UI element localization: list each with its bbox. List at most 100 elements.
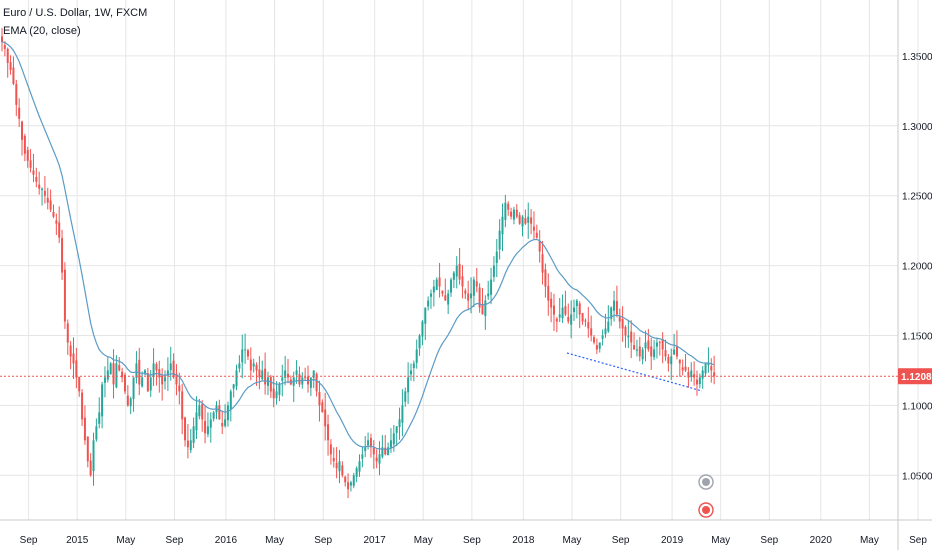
candle-body [707, 363, 710, 366]
candle-body [575, 300, 578, 307]
candle-body [275, 391, 278, 399]
candle-body [152, 363, 155, 378]
candle-body [329, 444, 332, 455]
candle-body [81, 392, 84, 420]
candle-body [295, 370, 298, 375]
candle-body [335, 462, 338, 469]
candle-body [675, 346, 678, 357]
x-tick-label: Sep [20, 535, 38, 546]
candle-body [226, 405, 229, 421]
candle-body [450, 279, 453, 293]
candle-body [378, 454, 381, 464]
x-tick-label: 2019 [661, 535, 684, 546]
candle-body [615, 301, 618, 315]
candle-body [495, 251, 498, 263]
candle-body [101, 384, 104, 417]
candle-body [149, 377, 152, 391]
candle-body [604, 328, 607, 335]
y-tick-label: 1.05000 [902, 471, 932, 482]
candle-body [358, 461, 361, 472]
candle-body [655, 342, 658, 347]
candle-body [69, 345, 72, 357]
candle-body [561, 307, 564, 319]
candle-body [573, 307, 575, 312]
last-price-label: 1.12085 [901, 372, 932, 383]
candle-body [650, 346, 653, 357]
candle-body [558, 314, 561, 318]
candle-body [624, 326, 627, 336]
candle-body [409, 370, 412, 375]
candle-body [135, 363, 138, 378]
candle-body [527, 216, 530, 223]
candle-body [544, 269, 547, 287]
event-icon-dot [702, 478, 710, 486]
candle-body [673, 349, 676, 355]
candle-body [352, 475, 355, 486]
candle-body [504, 202, 507, 220]
candle-body [78, 376, 81, 392]
candle-body [252, 363, 255, 367]
candle-body [661, 338, 664, 350]
y-tick-label: 1.25000 [902, 192, 932, 203]
candle-body [109, 363, 112, 375]
candle-body [89, 460, 92, 476]
candle-body [467, 293, 470, 301]
candle-body [492, 265, 495, 277]
candle-body [315, 373, 318, 392]
candle-body [498, 230, 501, 250]
candle-body [455, 265, 458, 277]
candle-body [684, 366, 687, 371]
candle-body [161, 375, 164, 385]
candle-body [401, 405, 404, 423]
x-tick-label: 2020 [810, 535, 833, 546]
candle-body [347, 482, 350, 490]
trendline [566, 352, 703, 392]
candle-body [693, 374, 696, 378]
symbol-title[interactable]: Euro / U.S. Dollar, 1W, FXCM [3, 7, 148, 19]
ema-indicator-label[interactable]: EMA (20, close) [3, 25, 81, 37]
candle-body [701, 370, 704, 379]
candle-body [12, 67, 15, 84]
candle-body [21, 121, 24, 140]
candle-body [224, 419, 227, 426]
candle-body [607, 321, 610, 332]
candle-body [312, 370, 315, 378]
candle-body [178, 385, 181, 392]
candle-body [530, 217, 533, 224]
candle-body [201, 404, 204, 420]
candle-body [121, 371, 124, 378]
candle-body [478, 287, 481, 308]
candle-body [106, 370, 109, 380]
candle-body [355, 468, 358, 477]
candle-body [430, 293, 432, 297]
candle-body [541, 254, 544, 273]
candle-body [424, 307, 427, 324]
candle-body [235, 370, 238, 387]
candle-body [52, 211, 55, 217]
candle-body [407, 377, 410, 393]
candle-body [438, 277, 441, 287]
candle-body [447, 293, 450, 305]
candle-body [92, 440, 95, 472]
candle-body [218, 405, 221, 420]
candle-body [318, 391, 321, 406]
candle-body [298, 374, 301, 385]
candle-body [641, 349, 644, 360]
x-tick-label: 2017 [364, 535, 387, 546]
x-tick-label: Sep [463, 535, 481, 546]
candle-body [112, 363, 115, 385]
candle-body [381, 447, 384, 457]
candle-body [698, 377, 701, 385]
candle-body [349, 482, 352, 486]
candle-body [487, 293, 490, 297]
candle-body [464, 290, 467, 294]
candle-body [261, 370, 264, 380]
candle-body [204, 420, 207, 434]
candle-body [507, 203, 510, 210]
candle-body [550, 298, 553, 308]
candle-body [435, 279, 438, 290]
candle-body [41, 188, 44, 190]
candle-body [512, 209, 515, 220]
